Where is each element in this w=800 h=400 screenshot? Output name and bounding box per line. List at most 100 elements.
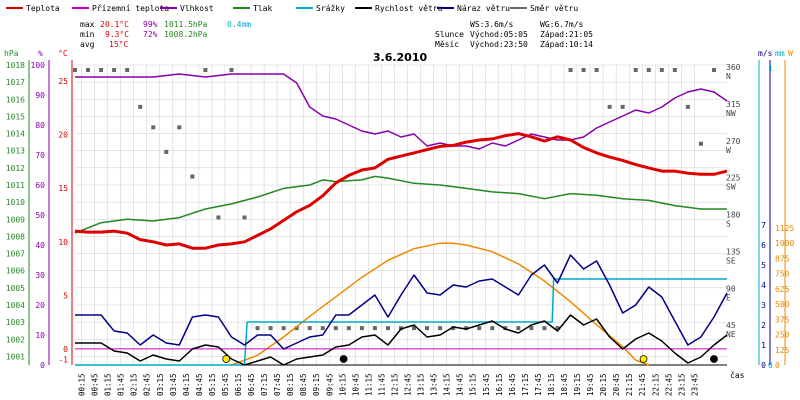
sun-moon-markers (222, 355, 718, 363)
y-tick-direction-name: S (726, 220, 731, 229)
series-line (74, 132, 728, 250)
y-tick-wind: 0 (761, 361, 766, 370)
x-tick-label: 02:15 (130, 373, 139, 396)
x-tick-label: 15:15 (469, 373, 478, 396)
y-tick-hpa: 1016 (6, 95, 25, 104)
wind-direction-mark (451, 326, 456, 331)
wind-direction-mark (412, 326, 417, 331)
y-tick-direction-name: SW (726, 183, 736, 192)
wind-direction-mark (203, 68, 208, 72)
unit-celsius: °C (58, 49, 68, 58)
y-tick-radiation: 1125 (775, 224, 794, 233)
x-tick-label: 19:45 (586, 373, 595, 396)
y-tick-hpa: 1017 (6, 78, 25, 87)
y-tick-direction-name: NW (726, 109, 736, 118)
x-tick-label: 21:45 (638, 373, 647, 396)
wind-direction-mark (242, 215, 247, 220)
info-sun-set: Západ:21:05 (540, 30, 593, 39)
y-tick-humidity: 80 (35, 121, 45, 130)
y-tick-direction-name: SE (726, 256, 736, 265)
y-tick-direction-name: NE (726, 330, 736, 339)
x-tick-label: 11:45 (377, 373, 386, 396)
legend-label: Tlak (253, 4, 272, 13)
legend: Teplota Přízemní teplota Vlhkost Tlak Srážky… (6, 4, 578, 13)
wind-direction-mark (672, 68, 677, 72)
y-tick-hpa: 1003 (6, 318, 25, 327)
x-tick-label: 06:45 (247, 373, 256, 396)
stats-block: max 20.1°C 99% 1011.5hPa 0.4mm min 9.3°C… (80, 20, 251, 49)
y-tick-hpa: 1004 (6, 301, 25, 310)
x-tick-label: 03:45 (169, 373, 178, 396)
wind-direction-mark (190, 174, 195, 179)
y-tick-hpa: 1010 (6, 198, 25, 207)
stats-min-hum: 72% (143, 30, 158, 39)
x-tick-label: 20:15 (599, 373, 608, 396)
wind-direction-mark (385, 326, 390, 331)
x-tick-label: 12:15 (390, 373, 399, 396)
y-tick-rain: 1 (768, 64, 773, 73)
y-tick-direction-name: E (726, 293, 731, 302)
x-tick-label: 04:15 (182, 373, 191, 396)
y-tick-radiation: 0 (775, 361, 780, 370)
x-tick-label: 05:45 (221, 373, 230, 396)
wind-direction-mark (125, 68, 130, 72)
y-tick-hpa: 1006 (6, 267, 25, 276)
wind-direction-mark (294, 326, 299, 331)
wind-direction-mark (164, 149, 169, 154)
wind-direction-mark (112, 68, 117, 72)
wind-direction-mark (99, 68, 104, 72)
y-tick-direction: 90 (726, 284, 736, 293)
info-moon-label: Měsíc (435, 40, 459, 49)
info-sun-rise: Východ:05:05 (470, 30, 528, 39)
wind-direction-mark (542, 326, 547, 331)
wind-direction-mark (268, 326, 273, 331)
wind-direction-mark (320, 326, 325, 331)
wind-direction-mark (359, 326, 364, 331)
stats-min-press: 1008.2hPa (164, 30, 208, 39)
wind-direction-mark (333, 326, 338, 331)
y-tick-hpa: 1012 (6, 164, 25, 173)
wind-direction-mark (659, 68, 664, 72)
wind-direction-mark (607, 104, 612, 109)
x-tick-label: 18:45 (560, 373, 569, 396)
stats-max-hum: 99% (143, 20, 158, 29)
y-tick-hpa: 1009 (6, 215, 25, 224)
y-tick-hpa: 1001 (6, 352, 25, 361)
y-tick-temp: 15 (58, 184, 68, 193)
y-tick-wind: 1 (761, 341, 766, 350)
y-tick-hpa: 1008 (6, 232, 25, 241)
x-tick-label: 08:45 (299, 373, 308, 396)
unit-w: W (788, 49, 793, 58)
wind-direction-mark (307, 326, 312, 331)
sun-marker (639, 355, 648, 363)
legend-label: Srážky (316, 4, 345, 13)
y-tick-hpa: 1005 (6, 284, 25, 293)
y-tick-radiation: 750 (775, 270, 790, 279)
y-tick-direction: 360 (726, 63, 741, 72)
x-tick-label: 13:45 (430, 373, 439, 396)
y-tick-radiation: 125 (775, 346, 790, 355)
y-tick-direction: 315 (726, 100, 741, 109)
series-line (75, 254, 728, 350)
unit-hpa: hPa (4, 49, 19, 58)
wind-direction-mark (594, 68, 599, 72)
wind-direction-mark (529, 326, 534, 331)
x-tick-label: 06:15 (234, 373, 243, 396)
x-tick-label: 03:15 (156, 373, 165, 396)
legend-label: Vlhkost (180, 4, 214, 13)
wind-direction-mark (255, 326, 260, 331)
wind-direction-mark (516, 326, 521, 331)
y-tick-direction: 180 (726, 211, 741, 220)
y-tick-radiation: 625 (775, 285, 790, 294)
y-tick-direction-name: W (726, 146, 731, 155)
wind-direction-mark (346, 326, 351, 331)
y-tick-temp: 5 (63, 291, 68, 300)
wind-direction-mark (229, 68, 234, 72)
wind-direction-mark (711, 68, 716, 72)
wind-direction-mark (86, 68, 91, 72)
y-tick-radiation: 375 (775, 315, 790, 324)
y-tick-radiation: 875 (775, 254, 790, 263)
legend-label: Náraz větru (457, 4, 510, 13)
y-tick-humidity: 0 (40, 361, 45, 370)
